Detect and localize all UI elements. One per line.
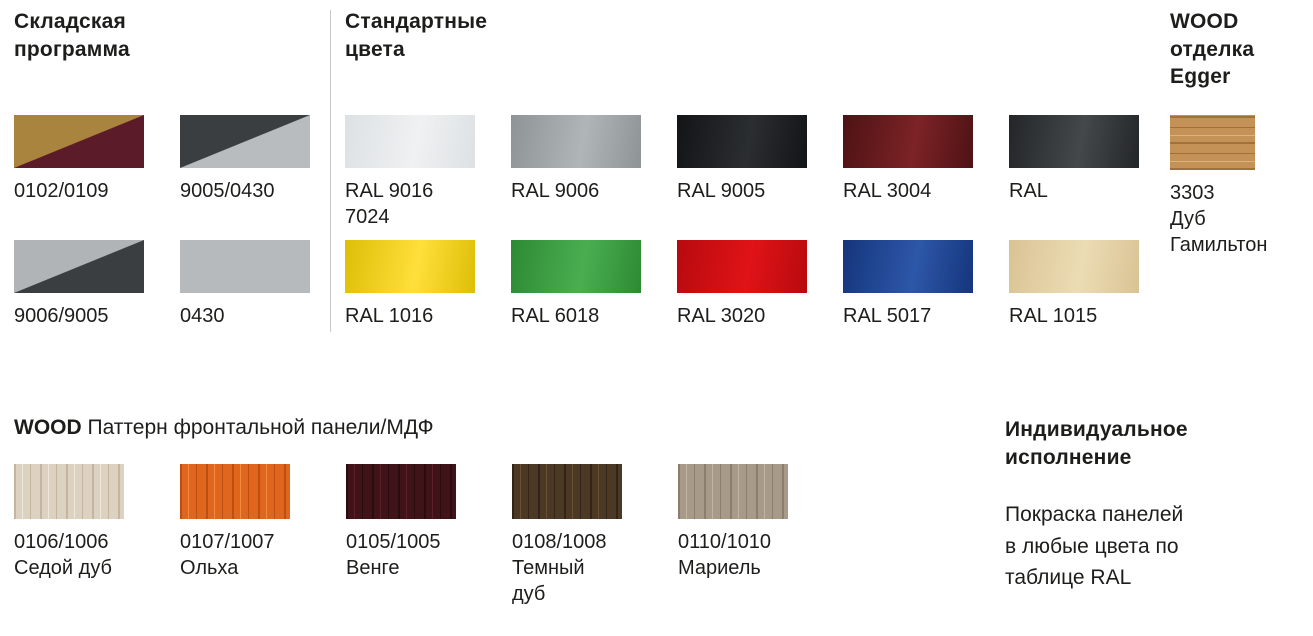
swatch-item-ral-3004: RAL 3004 — [843, 115, 973, 240]
swatch-item-ral-6018: RAL 6018 — [511, 240, 641, 365]
wood-pattern-title-bold: WOOD — [14, 416, 82, 439]
swatch-label: RAL 1016 — [345, 305, 434, 327]
color-swatch-ral-6018 — [511, 240, 641, 293]
color-swatch-ral-9005 — [677, 115, 807, 168]
wood-swatch-0110-1010 — [678, 464, 788, 519]
swatch-item-ral-9006: RAL 9006 — [511, 115, 641, 240]
swatch-item-0102-0109: 0102/0109 — [14, 115, 144, 240]
swatch-label: 9006/9005 — [14, 305, 109, 327]
swatch-label: 0102/0109 — [14, 180, 109, 202]
swatch-label: RAL 9016 7024 — [345, 180, 434, 228]
swatch-label: RAL 3020 — [677, 305, 766, 327]
wood-swatch-0105-1005 — [346, 464, 456, 519]
swatch-label: 0110/1010 Мариель — [678, 531, 772, 579]
color-swatch-0102-0109 — [14, 115, 144, 168]
color-swatch-ral-5017 — [843, 240, 973, 293]
warehouse-swatch-grid: 0102/0109 9005/0430 9006/9005 0430 — [14, 115, 310, 365]
swatch-item-0105-1005: 0105/1005 Венге — [346, 464, 456, 624]
swatch-item-ral-1015: RAL 1015 — [1009, 240, 1139, 365]
swatch-label: 9005/0430 — [180, 180, 275, 202]
swatch-label: RAL 1015 — [1009, 305, 1098, 327]
swatch-item-0430: 0430 — [180, 240, 310, 365]
wood-swatch-0107-1007 — [180, 464, 290, 519]
swatch-item-0106-1006: 0106/1006 Седой дуб — [14, 464, 124, 624]
swatch-item-ral-9016: RAL 9016 7024 — [345, 115, 475, 240]
custom-execution-title: Индивидуальное исполнение — [1005, 418, 1188, 469]
swatch-label: RAL — [1009, 180, 1048, 202]
swatch-item-ral: RAL — [1009, 115, 1139, 240]
swatch-label: RAL 6018 — [511, 305, 600, 327]
section-divider — [330, 10, 331, 332]
swatch-label: 3303 Дуб Гамильтон — [1170, 182, 1268, 256]
swatch-item-0107-1007: 0107/1007 Ольха — [180, 464, 290, 624]
swatch-item-ral-5017: RAL 5017 — [843, 240, 973, 365]
color-swatch-9005-0430 — [180, 115, 310, 168]
color-swatch-ral-1016 — [345, 240, 475, 293]
custom-execution-section: Индивидуальное исполнение Покраска панел… — [1005, 416, 1305, 593]
swatch-item-0110-1010: 0110/1010 Мариель — [678, 464, 788, 624]
egger-swatch-item: 3303 Дуб Гамильтон — [1170, 115, 1310, 258]
color-swatch-ral-3004 — [843, 115, 973, 168]
wood-swatch-0106-1006 — [14, 464, 124, 519]
swatch-label: RAL 9006 — [511, 180, 600, 202]
swatch-item-ral-1016: RAL 1016 — [345, 240, 475, 365]
wood-swatch-0108-1008 — [512, 464, 622, 519]
wood-pattern-grid: 0106/1006 Седой дуб 0107/1007 Ольха 0105… — [14, 464, 788, 624]
egger-section-title: WOOD отделка Egger — [1170, 10, 1255, 89]
swatch-item-9005-0430: 9005/0430 — [180, 115, 310, 240]
swatch-label: 0105/1005 Венге — [346, 531, 441, 579]
wood-swatch-3303 — [1170, 115, 1255, 170]
custom-execution-body: Покраска панелей в любые цвета по таблиц… — [1005, 503, 1184, 589]
swatch-label: 0108/1008 Темный дуб — [512, 531, 607, 605]
color-swatch-ral-9016 — [345, 115, 475, 168]
standard-section-title: Стандартные цвета — [345, 10, 488, 61]
color-swatch-ral-9006 — [511, 115, 641, 168]
swatch-label: 0107/1007 Ольха — [180, 531, 275, 579]
color-swatch-ral-3020 — [677, 240, 807, 293]
swatch-item-9006-9005: 9006/9005 — [14, 240, 144, 365]
swatch-label: RAL 9005 — [677, 180, 766, 202]
swatch-label: 0430 — [180, 305, 225, 327]
color-swatch-9006-9005 — [14, 240, 144, 293]
color-swatch-ral-1015 — [1009, 240, 1139, 293]
swatch-label: 0106/1006 Седой дуб — [14, 531, 112, 579]
swatch-label: RAL 5017 — [843, 305, 932, 327]
warehouse-section-title: Складская программа — [14, 10, 130, 61]
swatch-item-ral-9005: RAL 9005 — [677, 115, 807, 240]
wood-pattern-title: WOOD Паттерн фронтальной панели/МДФ — [14, 414, 434, 442]
swatch-item-0108-1008: 0108/1008 Темный дуб — [512, 464, 622, 624]
color-swatch-ral — [1009, 115, 1139, 168]
swatch-label: RAL 3004 — [843, 180, 932, 202]
color-swatch-0430 — [180, 240, 310, 293]
wood-pattern-title-rest: Паттерн фронтальной панели/МДФ — [81, 416, 434, 439]
standard-swatch-grid: RAL 9016 7024 RAL 9006 RAL 9005 RAL 3004… — [345, 115, 1139, 365]
swatch-item-ral-3020: RAL 3020 — [677, 240, 807, 365]
